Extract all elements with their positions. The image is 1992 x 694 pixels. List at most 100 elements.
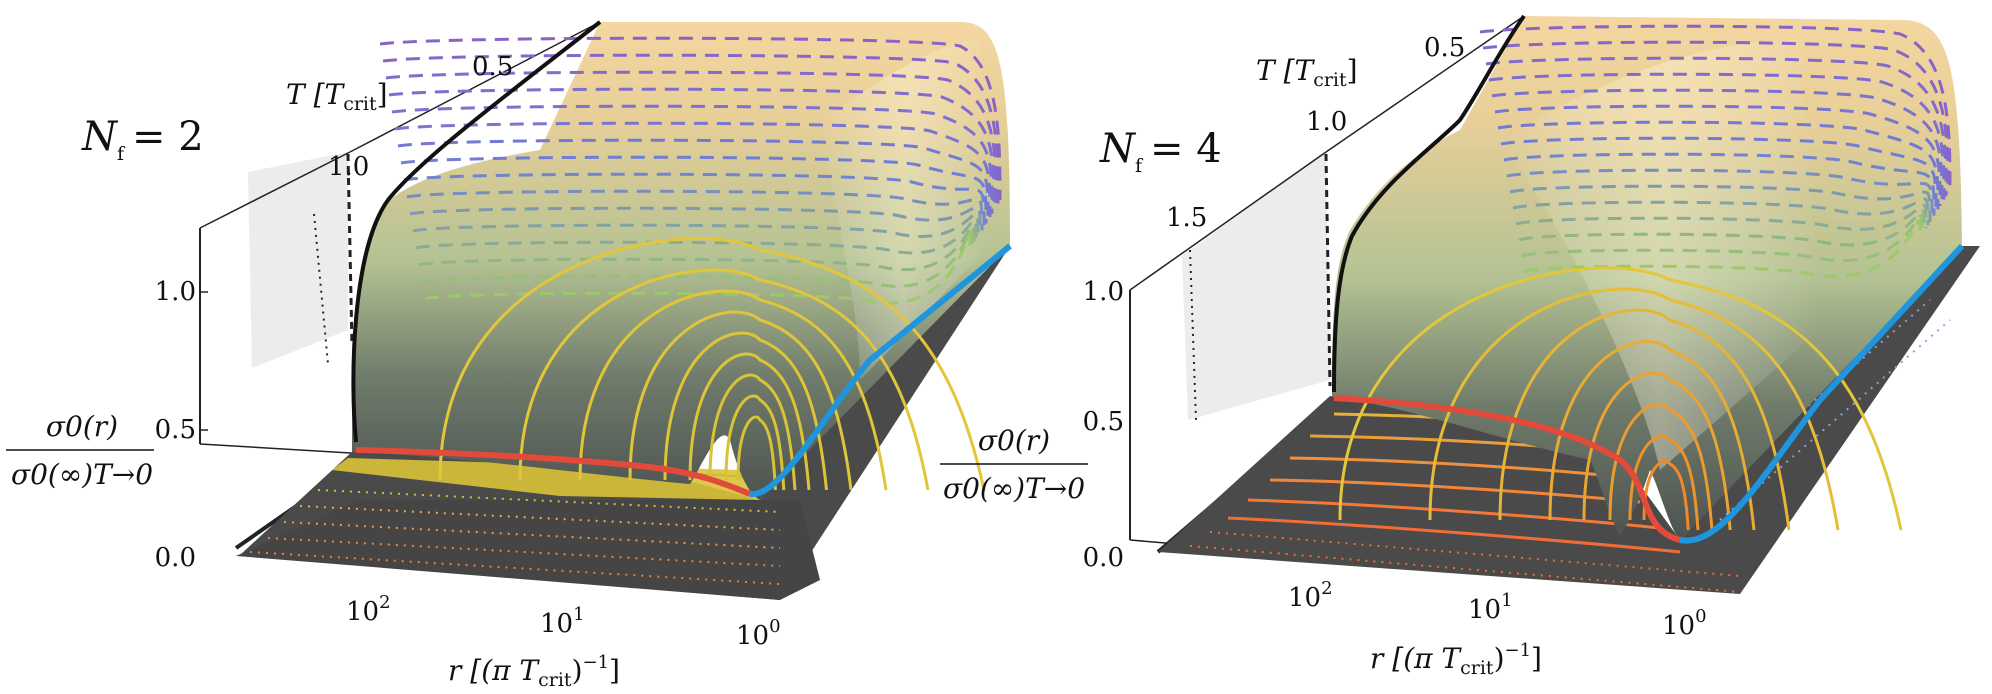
svg-text:σ0(∞)T→0: σ0(∞)T→0 (11, 458, 153, 491)
dashed-contour (1500, 136, 1938, 213)
t0-curve (749, 243, 1012, 498)
svg-text:101: 101 (1468, 590, 1513, 625)
arch-contour (736, 415, 777, 491)
svg-text:100: 100 (736, 616, 781, 651)
x-axis-label: r [(π Tcrit)−1] (1370, 640, 1542, 679)
t-axis-label: T [Tcrit] (1256, 54, 1358, 91)
t0-curve (1679, 243, 1965, 544)
dashed-contour (1524, 219, 1922, 278)
t-tick-05: 0.5 (472, 52, 513, 82)
dashed-contour (391, 104, 994, 214)
svg-text:σ0(r): σ0(r) (978, 424, 1050, 457)
dashed-contour (421, 228, 974, 288)
dashed-contours (1479, 24, 1952, 278)
dashed-contour (388, 87, 996, 211)
floor-front (236, 500, 820, 600)
z-tick-0: 0.0 (155, 543, 196, 573)
panel-label: Nf = 4 (1099, 126, 1222, 177)
t-tick-05: 0.5 (1424, 33, 1465, 63)
z-tick-1: 1.0 (1083, 277, 1124, 307)
arch-contour (1498, 308, 1791, 531)
arch-contour (663, 331, 828, 491)
dashed-contour (1509, 184, 1932, 223)
dashed-contour (382, 53, 1000, 204)
dashed-contour (1503, 152, 1936, 216)
surface-highlight (1500, 40, 1820, 470)
dashed-contour (1479, 24, 1952, 191)
dashed-contour (1485, 56, 1948, 197)
dashed-contour (424, 233, 972, 305)
dashed-contours (379, 36, 1002, 305)
dashed-contour (394, 121, 992, 218)
dotted-line-t15 (1189, 249, 1197, 421)
x-tick-10: 101 (540, 604, 585, 639)
back-plane-shade (248, 152, 348, 368)
x-tick-1: 100 (1662, 606, 1707, 641)
x-tick-10: 101 (1468, 590, 1513, 625)
z-axis-label: σ0(r) σ0(∞)T→0 (940, 424, 1088, 505)
dashed-contour (1494, 104, 1942, 207)
dashed-contour (400, 155, 988, 224)
arch-contour (1608, 403, 1714, 531)
arch-contour (724, 394, 786, 491)
t-curve (351, 20, 602, 443)
arch-contour (438, 237, 986, 491)
arch-contour (1628, 434, 1700, 531)
svg-text:102: 102 (1288, 578, 1333, 613)
svg-text:σ0(∞)T→0: σ0(∞)T→0 (943, 472, 1085, 505)
t-curve (1332, 14, 1526, 393)
t-tick-1: 1.0 (1306, 107, 1347, 137)
panel-nf4: 1.0 0.5 0.0 1.5 1.0 0.5 102 101 100 Nf = … (940, 14, 1980, 679)
dashed-contour (397, 138, 990, 221)
svg-text:σ0(r): σ0(r) (46, 410, 118, 443)
t-tick-1: 1.0 (328, 152, 369, 182)
x-tick-1: 100 (736, 616, 781, 651)
z-tick-05: 0.5 (155, 415, 196, 445)
dashed-contour (385, 70, 998, 207)
dashed-contour (418, 223, 976, 271)
dashed-contour (1518, 209, 1926, 247)
arch-contour (1338, 266, 1903, 531)
z-tick-05: 0.5 (1083, 407, 1124, 437)
x-tick-100: 102 (1288, 578, 1333, 613)
arch-contour (1548, 340, 1756, 531)
arch-contours (438, 237, 986, 491)
arch-contour (688, 352, 811, 491)
arch-contour (1642, 459, 1690, 531)
dashed-contour (1506, 168, 1934, 219)
t-axis-label: T [Tcrit] (286, 78, 388, 115)
arch-contour (1582, 371, 1732, 531)
arch-contour (708, 373, 797, 491)
dashed-contour (1488, 72, 1946, 200)
svg-text:101: 101 (540, 604, 585, 639)
dashed-contour (1482, 40, 1950, 194)
x-axis-label: r [(π Tcrit)−1] (448, 652, 620, 691)
svg-text:100: 100 (1662, 606, 1707, 641)
arch-contour (628, 310, 853, 491)
critical-curve (1333, 395, 1681, 543)
critical-curve (355, 447, 752, 497)
dashed-line-t1 (346, 153, 354, 347)
back-plane-shade (1182, 152, 1330, 420)
dashed-contour (1515, 203, 1928, 231)
dashed-line-t1 (1324, 153, 1332, 387)
svg-text:102: 102 (346, 592, 391, 627)
panel-nf2: 1.0 0.5 0.0 1.0 0.5 102 101 100 Nf = 2 T … (6, 20, 1012, 691)
floor-plane (1158, 246, 1980, 594)
dashed-contour (1491, 88, 1944, 203)
z-tick-0: 0.0 (1083, 543, 1124, 573)
arch-contour (1428, 287, 1840, 531)
dashed-contour (1497, 120, 1940, 210)
arch-contour (518, 268, 930, 491)
z-axis-label: σ0(r) σ0(∞)T→0 (6, 410, 154, 491)
dashed-contour (403, 172, 986, 228)
panel-label: Nf = 2 (81, 114, 204, 165)
arch-contour (578, 289, 888, 491)
x-tick-100: 102 (346, 592, 391, 627)
floor-stripes (249, 489, 781, 585)
t-tick-15: 1.5 (1166, 203, 1207, 233)
floor-dotted (1189, 299, 1951, 593)
arch-contours (1338, 266, 1903, 531)
dashed-contour (1512, 197, 1930, 226)
